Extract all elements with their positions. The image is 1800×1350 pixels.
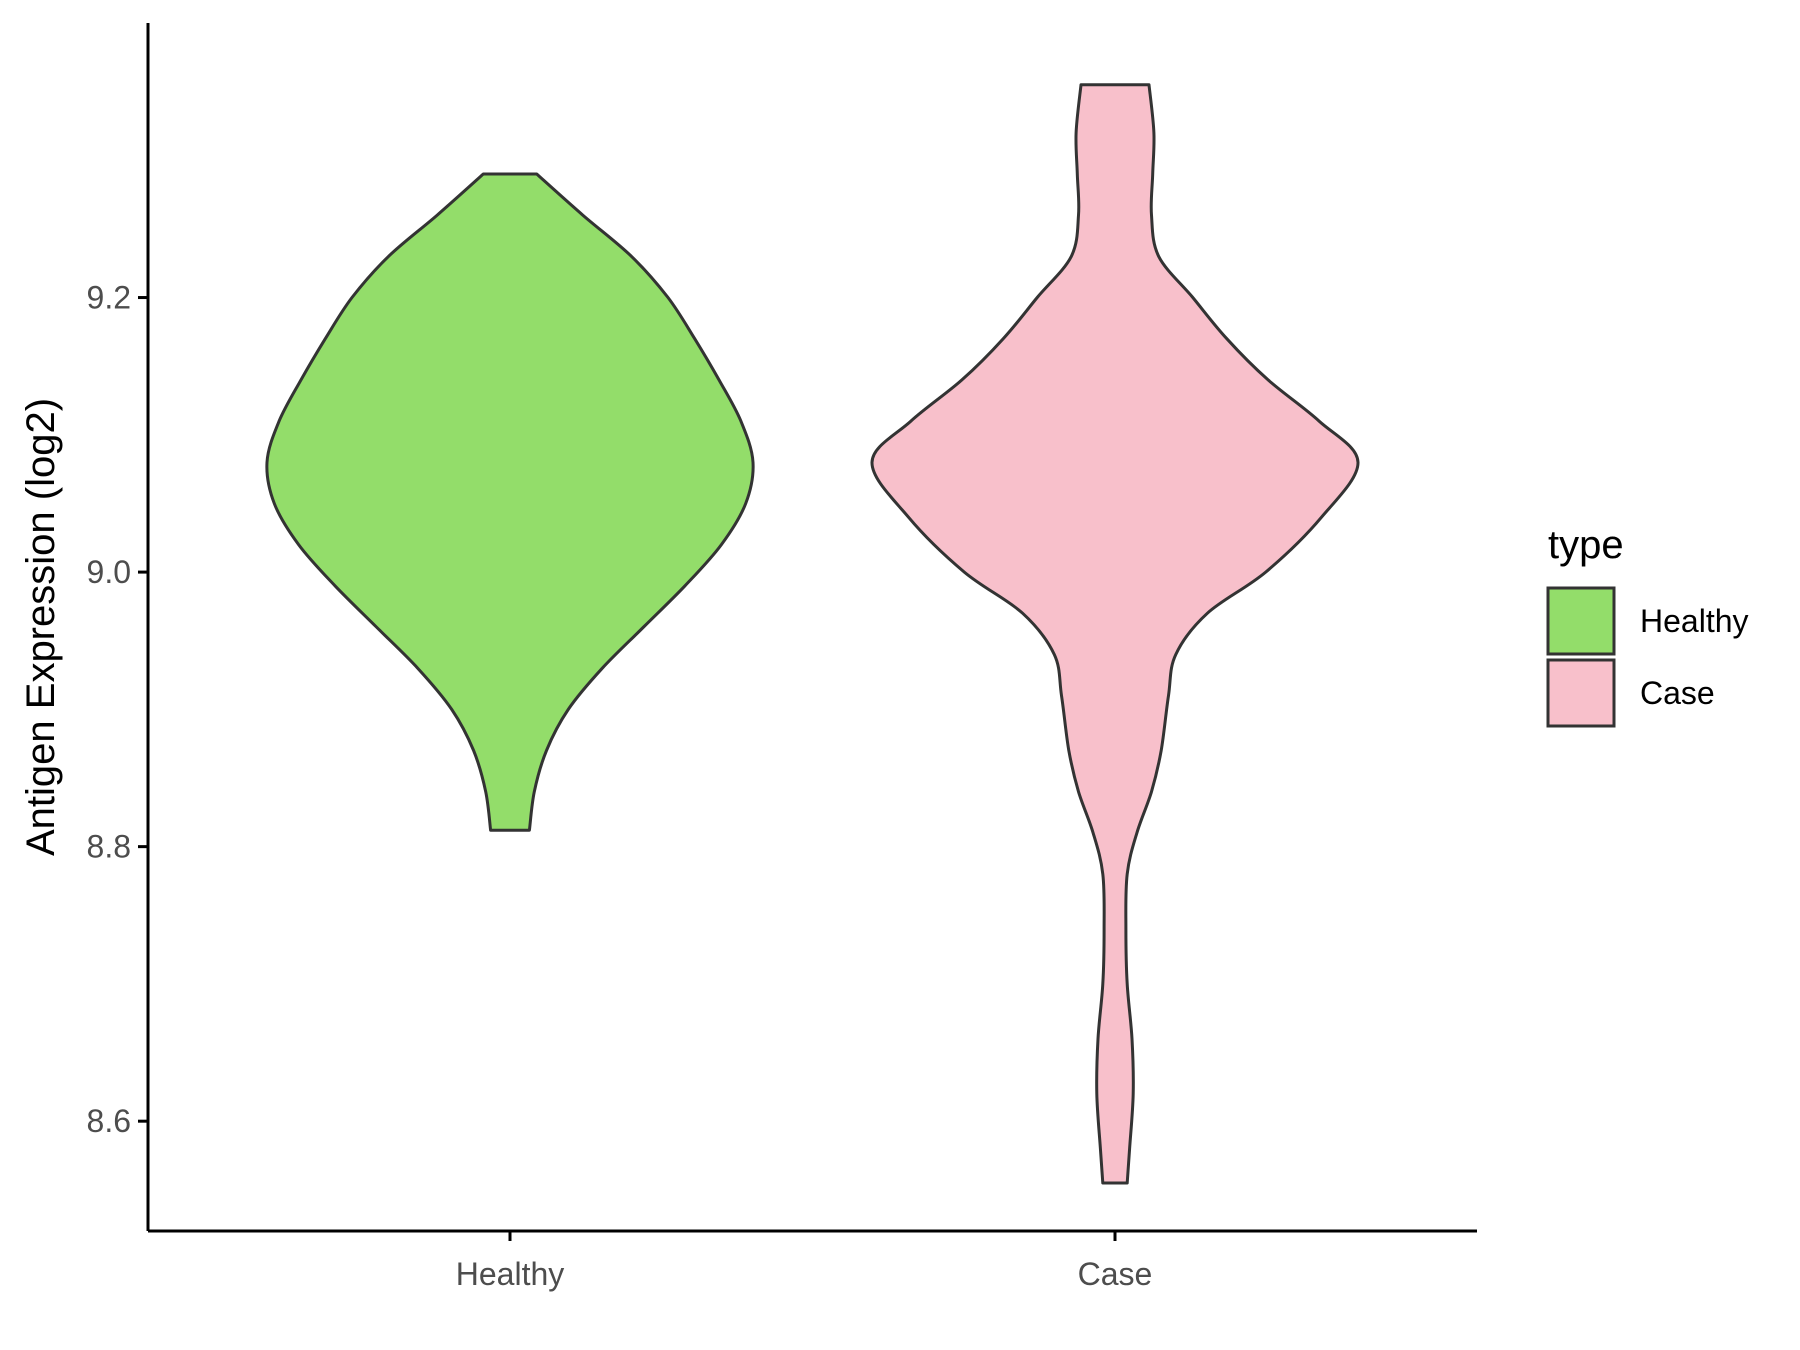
legend-swatch-case	[1546, 658, 1616, 728]
x-tick-label: Healthy	[456, 1256, 565, 1292]
violin-layer	[265, 83, 1360, 1185]
legend-title: type	[1548, 523, 1624, 567]
legend-swatch-healthy	[1546, 586, 1616, 656]
y-axis-ticks: 8.6 8.8 9.0 9.2	[87, 280, 148, 1139]
x-axis-ticks: Healthy Case	[456, 1231, 1153, 1292]
y-tick-label: 8.8	[87, 829, 131, 865]
y-axis-title: Antigen Expression (log2)	[19, 398, 63, 856]
x-tick-label: Case	[1078, 1256, 1153, 1292]
y-tick-label: 8.6	[87, 1103, 131, 1139]
legend: type Healthy Case	[1546, 523, 1749, 728]
violin-case	[870, 83, 1360, 1185]
legend-label-case: Case	[1640, 675, 1715, 711]
y-tick-label: 9.0	[87, 554, 131, 590]
legend-entries: Healthy Case	[1546, 586, 1749, 728]
legend-label-healthy: Healthy	[1640, 603, 1749, 639]
violin-healthy	[265, 172, 755, 832]
y-tick-label: 9.2	[87, 280, 131, 316]
